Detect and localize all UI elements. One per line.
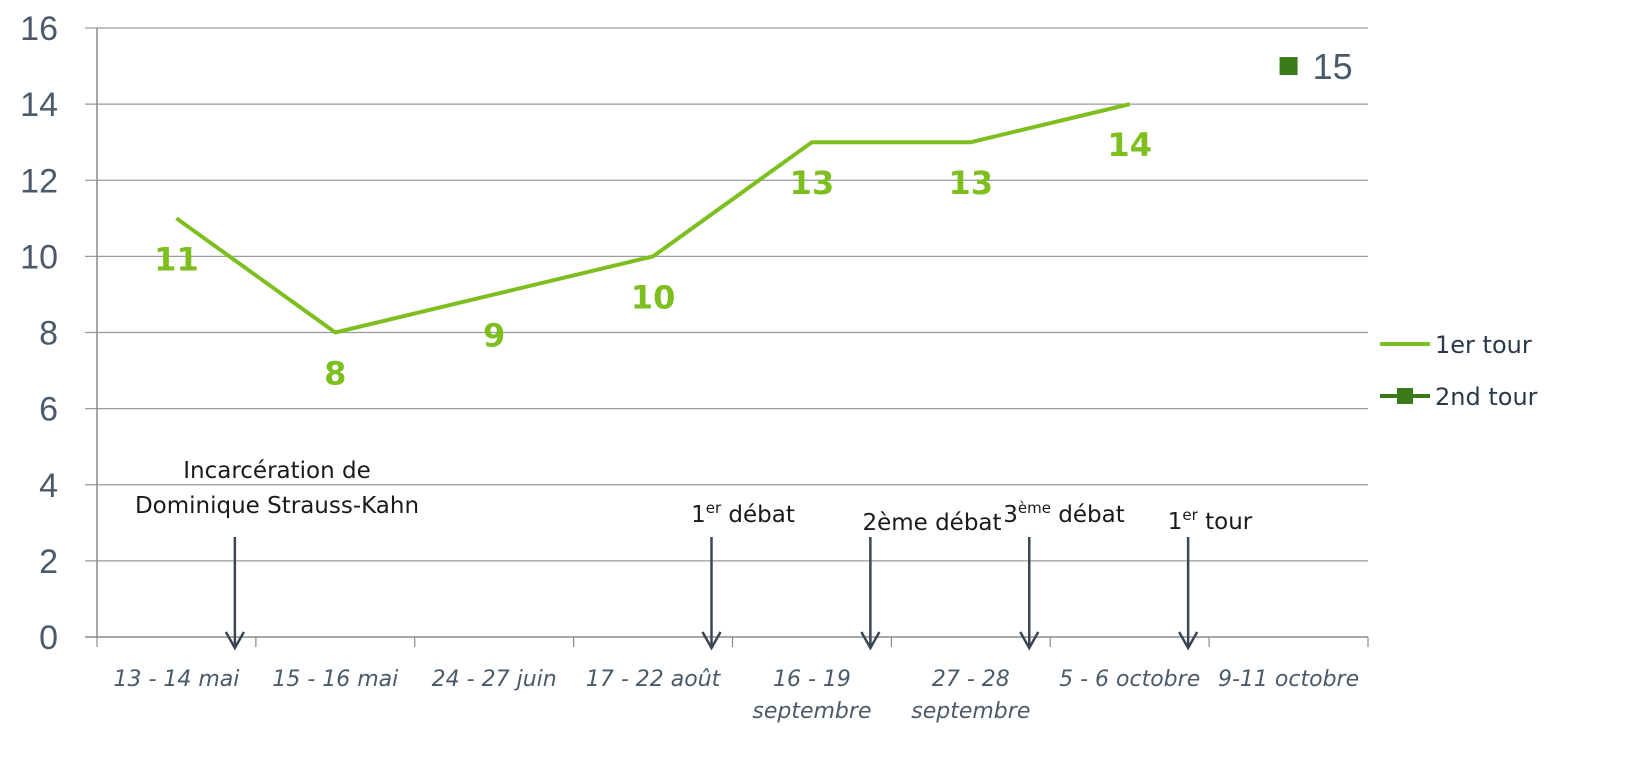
y-tick-label: 10 bbox=[20, 238, 58, 276]
x-tick-label: 16 - 19 bbox=[773, 667, 851, 692]
y-tick-label: 0 bbox=[39, 619, 58, 657]
event-annotation: Incarcération de bbox=[183, 458, 371, 484]
gridlines bbox=[85, 27, 1368, 638]
event-arrow-head bbox=[701, 631, 722, 651]
data-label: 9 bbox=[483, 316, 505, 354]
data-label: 11 bbox=[154, 240, 199, 278]
series-1er-tour-line bbox=[175, 102, 1131, 335]
y-tick-label: 14 bbox=[20, 86, 58, 124]
y-tick-label: 4 bbox=[39, 467, 58, 505]
data-label: 13 bbox=[949, 164, 994, 202]
y-tick-label: 2 bbox=[39, 543, 58, 581]
y-tick-label: 16 bbox=[20, 10, 58, 48]
data-label: 13 bbox=[790, 164, 835, 202]
data-label: 15 bbox=[1313, 46, 1353, 87]
y-tick-label: 12 bbox=[20, 162, 58, 200]
event-arrow-head bbox=[860, 631, 881, 651]
x-tick-label: 13 - 14 mai bbox=[113, 667, 239, 692]
series-layer: 11 8 9 10 13 13 14 15 bbox=[154, 46, 1352, 392]
x-tick-label: 9-11 octobre bbox=[1218, 667, 1359, 692]
x-tick-label: septembre bbox=[911, 699, 1030, 724]
event-arrow-head bbox=[1178, 631, 1199, 651]
event-arrow-head bbox=[224, 631, 245, 651]
x-tick-label: septembre bbox=[752, 699, 871, 724]
x-tick-label: 24 - 27 juin bbox=[432, 667, 557, 692]
x-tick-label: 5 - 6 octobre bbox=[1059, 667, 1200, 692]
event-annotation: 1er tour bbox=[1168, 506, 1253, 535]
legend-label: 2nd tour bbox=[1435, 383, 1538, 411]
x-tick-label: 27 - 28 bbox=[932, 667, 1010, 692]
series-2nd-tour-marker bbox=[1279, 57, 1298, 76]
legend: 1er tour 2nd tour bbox=[1380, 331, 1538, 411]
event-annotation: 2ème débat bbox=[862, 510, 1001, 536]
legend-label: 1er tour bbox=[1435, 331, 1532, 359]
data-label: 10 bbox=[631, 278, 676, 316]
x-tick-label: 17 - 22 août bbox=[586, 667, 722, 692]
y-axis: 0 2 4 6 8 10 12 14 16 bbox=[20, 10, 98, 657]
event-annotation: Dominique Strauss-Kahn bbox=[135, 493, 419, 519]
event-annotation: 3ème débat bbox=[1003, 499, 1125, 528]
event-arrows: Incarcération de Dominique Strauss-Kahn 1e… bbox=[135, 458, 1253, 651]
data-label: 8 bbox=[324, 355, 346, 393]
legend-marker-2nd-tour bbox=[1397, 388, 1413, 404]
x-tick-label: 15 - 16 mai bbox=[272, 667, 398, 692]
event-annotation: 1er débat bbox=[691, 499, 795, 528]
data-label: 14 bbox=[1107, 126, 1152, 164]
x-axis: 13 - 14 mai 15 - 16 mai 24 - 27 juin 17 - 2… bbox=[96, 637, 1369, 724]
y-tick-label: 8 bbox=[39, 315, 58, 353]
y-tick-label: 6 bbox=[39, 391, 58, 429]
event-arrow-head bbox=[1019, 631, 1040, 651]
